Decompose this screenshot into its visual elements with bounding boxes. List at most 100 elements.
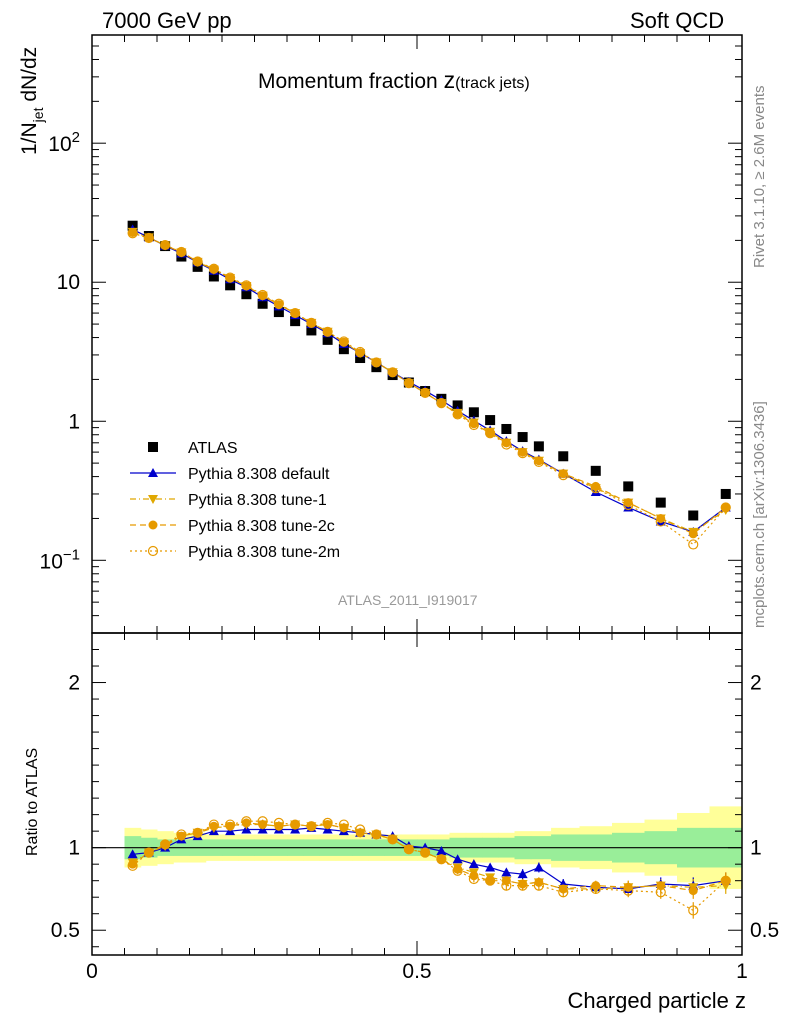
main-point: [623, 498, 633, 508]
main-point: [290, 307, 301, 319]
ratio-point: [558, 887, 569, 898]
ratio-point: [322, 817, 333, 828]
main-point: [623, 481, 634, 492]
main-point: [590, 483, 601, 494]
main-point: [176, 246, 187, 258]
main-point: [225, 280, 236, 291]
main-point: [453, 409, 463, 419]
ratio-point: [225, 819, 236, 830]
ratio-point: [208, 819, 219, 830]
ratio-point: [591, 881, 601, 891]
xtick-label: 1: [736, 960, 748, 983]
main-point: [322, 334, 333, 345]
ratio-point: [241, 816, 252, 827]
main-point: [501, 423, 512, 434]
ratio-point: [338, 819, 349, 830]
ratio-point: [420, 847, 431, 858]
ratio-point: [192, 827, 203, 838]
ratio-point: [127, 860, 138, 871]
legend-marker: [148, 520, 158, 530]
ratio-point: [721, 876, 731, 886]
ratio-point: [404, 844, 414, 854]
main-point: [468, 419, 479, 431]
ratio-point: [290, 819, 301, 830]
main-point: [518, 447, 528, 457]
main-point: [387, 367, 398, 378]
main-ytick-label: 1: [68, 410, 80, 433]
ratio-point: [623, 882, 633, 892]
ratio-point: [436, 845, 447, 855]
main-point: [623, 499, 634, 511]
main-point: [388, 367, 398, 377]
ratio-ytick-label: 1: [750, 837, 762, 860]
ratio-point: [688, 905, 699, 916]
ratio-point: [257, 816, 268, 827]
main-point: [273, 298, 284, 309]
main-point: [371, 357, 381, 367]
main-point: [452, 409, 463, 420]
ratio-point: [306, 821, 317, 832]
main-point: [371, 357, 382, 368]
ratio-point: [517, 880, 528, 891]
ratio-point: [273, 817, 284, 828]
ratio-point: [485, 875, 496, 886]
ratio-point: [436, 854, 447, 865]
xtick-label: 0.5: [402, 960, 431, 983]
legend-label: Pythia 8.308 default: [188, 466, 330, 483]
main-series-line: [132, 228, 727, 533]
ratio-point: [388, 834, 398, 844]
main-point: [274, 300, 284, 310]
ratio-ytick-label: 0.5: [750, 919, 779, 942]
ratio-point: [452, 865, 463, 876]
main-point: [655, 516, 666, 527]
main-point: [258, 291, 268, 301]
main-ytick-label: 102: [48, 129, 80, 156]
legend-label: ATLAS: [188, 440, 238, 457]
main-point: [558, 451, 569, 462]
ratio-ytick-label: 0.5: [51, 919, 80, 942]
main-point: [720, 502, 731, 513]
legend-label: Pythia 8.308 tune-1: [188, 492, 327, 509]
main-point: [688, 510, 699, 521]
legend-marker: [147, 545, 159, 557]
ratio-point: [290, 820, 300, 830]
ratio-point: [160, 839, 171, 850]
main-point: [322, 326, 333, 337]
main-point: [160, 240, 170, 250]
ratio-point: [144, 848, 154, 858]
main-series-line: [132, 231, 727, 535]
ratio-point: [452, 854, 463, 864]
main-title: Momentum fraction z(track jets): [258, 67, 530, 93]
ratio-point: [485, 876, 495, 886]
rivet-label: Rivet 3.1.10, ≥ 2.6M events: [751, 86, 768, 269]
legend-marker: [148, 495, 158, 504]
ratio-point: [143, 847, 154, 858]
main-point: [501, 439, 512, 450]
main-point: [436, 398, 447, 409]
ratio-point: [655, 887, 666, 898]
mcplots-label: mcplots.cern.ch [arXiv:1306.3436]: [751, 401, 768, 628]
ratio-frame: [91, 632, 743, 956]
main-point: [225, 273, 235, 283]
ratio-point: [469, 871, 479, 881]
main-point: [533, 456, 544, 468]
main-point: [257, 289, 268, 301]
main-point: [452, 400, 463, 411]
main-point: [306, 318, 316, 328]
ratio-point: [501, 880, 512, 891]
main-point: [306, 325, 317, 336]
main-point: [404, 378, 414, 388]
main-point: [436, 398, 446, 408]
ratio-ylabel: Ratio to ATLAS: [24, 748, 41, 856]
ratio-point: [533, 862, 544, 872]
ratio-point: [436, 854, 446, 864]
main-point: [323, 327, 333, 337]
ratio-point: [420, 848, 430, 858]
main-series-line: [132, 231, 727, 533]
main-point: [257, 298, 268, 309]
ratio-point: [274, 821, 284, 831]
ratio-point: [517, 869, 528, 879]
ratio-point: [485, 862, 496, 872]
ratio-point: [468, 859, 479, 869]
